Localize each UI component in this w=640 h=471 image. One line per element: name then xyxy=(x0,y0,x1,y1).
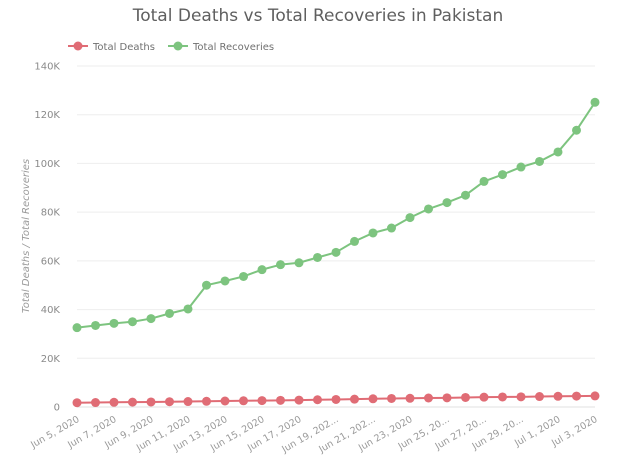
data-point[interactable] xyxy=(498,170,507,180)
series-layer xyxy=(72,97,600,408)
data-point[interactable] xyxy=(590,391,600,401)
data-point[interactable] xyxy=(220,396,230,406)
data-point[interactable] xyxy=(350,394,359,404)
data-point[interactable] xyxy=(313,252,322,262)
data-point[interactable] xyxy=(146,397,156,407)
series-total-deaths[interactable] xyxy=(72,391,600,408)
data-point[interactable] xyxy=(331,247,341,257)
data-point[interactable] xyxy=(146,314,156,324)
data-point[interactable] xyxy=(276,395,285,405)
chart-title: Total Deaths vs Total Recoveries in Paki… xyxy=(132,6,504,26)
y-tick-label: 100K xyxy=(34,159,60,170)
data-point[interactable] xyxy=(220,276,230,286)
data-point[interactable] xyxy=(128,317,137,327)
y-tick-label: 80K xyxy=(41,208,61,219)
data-point[interactable] xyxy=(461,190,470,200)
data-point[interactable] xyxy=(239,396,248,406)
data-point[interactable] xyxy=(202,280,211,290)
y-tick-label: 60K xyxy=(41,256,61,267)
data-point[interactable] xyxy=(257,396,267,406)
data-point[interactable] xyxy=(424,393,433,403)
legend-label-deaths: Total Deaths xyxy=(92,42,155,53)
data-point[interactable] xyxy=(350,236,359,246)
y-axis-label: Total Deaths / Total Recoveries xyxy=(21,159,32,313)
data-point[interactable] xyxy=(442,393,452,403)
data-point[interactable] xyxy=(368,228,378,238)
data-point[interactable] xyxy=(165,397,174,407)
data-point[interactable] xyxy=(109,318,119,328)
data-point[interactable] xyxy=(442,198,452,208)
data-point[interactable] xyxy=(498,392,507,402)
legend-label-recoveries: Total Recoveries xyxy=(192,42,274,53)
data-point[interactable] xyxy=(535,392,544,402)
data-point[interactable] xyxy=(387,223,396,233)
data-point[interactable] xyxy=(572,125,581,135)
data-point[interactable] xyxy=(183,397,193,407)
data-point[interactable] xyxy=(257,265,267,275)
data-point[interactable] xyxy=(553,391,563,401)
data-point[interactable] xyxy=(276,260,285,270)
data-point[interactable] xyxy=(128,397,137,407)
data-point[interactable] xyxy=(368,394,378,404)
data-point[interactable] xyxy=(72,323,82,333)
series-line xyxy=(76,101,596,329)
data-point[interactable] xyxy=(294,258,304,268)
data-point[interactable] xyxy=(72,398,82,408)
data-point[interactable] xyxy=(239,271,248,281)
data-point[interactable] xyxy=(294,395,304,405)
grid-lines xyxy=(77,65,595,408)
data-point[interactable] xyxy=(91,320,100,330)
data-point[interactable] xyxy=(516,392,526,402)
data-point[interactable] xyxy=(424,204,433,214)
data-point[interactable] xyxy=(331,394,341,404)
legend-item-total-recoveries[interactable]: Total Recoveries xyxy=(168,41,274,54)
legend-swatch-deaths-dot xyxy=(73,41,83,51)
series-total-recoveries[interactable] xyxy=(72,97,600,333)
data-point[interactable] xyxy=(461,392,470,402)
data-point[interactable] xyxy=(313,395,322,405)
data-point[interactable] xyxy=(516,162,526,172)
data-point[interactable] xyxy=(387,393,396,403)
data-point[interactable] xyxy=(553,147,563,157)
data-point[interactable] xyxy=(405,393,415,403)
data-point[interactable] xyxy=(183,304,193,314)
data-point[interactable] xyxy=(91,398,100,408)
data-point[interactable] xyxy=(165,308,174,318)
data-point[interactable] xyxy=(479,176,489,186)
data-point[interactable] xyxy=(109,397,119,407)
legend[interactable]: Total Deaths Total Recoveries xyxy=(68,41,274,54)
data-point[interactable] xyxy=(479,392,489,402)
legend-item-total-deaths[interactable]: Total Deaths xyxy=(68,41,155,54)
y-tick-label: 120K xyxy=(34,110,60,121)
data-point[interactable] xyxy=(202,396,211,406)
data-point[interactable] xyxy=(590,97,600,107)
y-tick-label: 40K xyxy=(41,305,61,316)
y-tick-label: 20K xyxy=(41,354,61,365)
data-point[interactable] xyxy=(535,156,544,166)
data-point[interactable] xyxy=(572,391,581,401)
y-tick-label: 140K xyxy=(34,62,60,73)
y-axis-ticks: 0 20K 40K 60K 80K 100K 120K 140K xyxy=(34,62,60,414)
legend-swatch-recoveries-dot xyxy=(173,41,183,51)
data-point[interactable] xyxy=(405,213,415,223)
y-tick-label: 0 xyxy=(54,403,60,414)
